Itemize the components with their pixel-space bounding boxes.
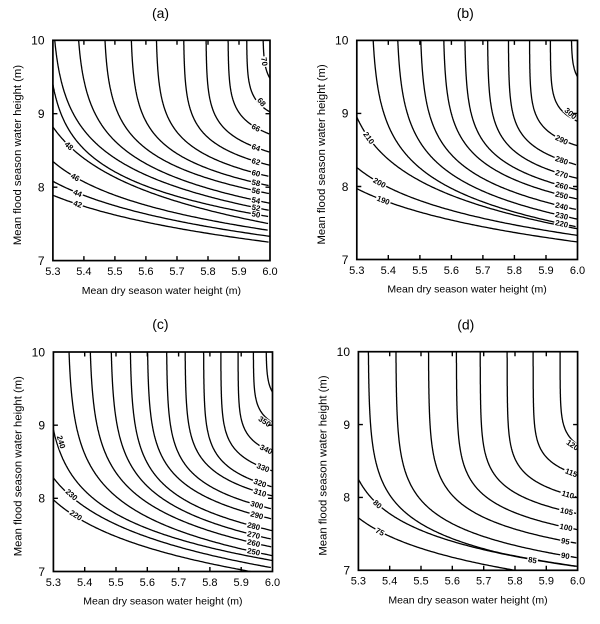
svg-text:(d): (d) xyxy=(457,316,474,332)
svg-text:5.4: 5.4 xyxy=(382,576,397,588)
svg-text:9: 9 xyxy=(38,107,45,121)
svg-text:8: 8 xyxy=(343,491,350,505)
svg-text:Mean dry season water height (: Mean dry season water height (m) xyxy=(83,596,242,608)
svg-text:(a): (a) xyxy=(152,5,169,21)
svg-text:5.3: 5.3 xyxy=(351,576,366,588)
svg-text:95: 95 xyxy=(560,536,571,547)
svg-text:5.5: 5.5 xyxy=(412,265,427,277)
svg-text:42: 42 xyxy=(72,199,84,210)
svg-text:8: 8 xyxy=(38,492,45,506)
svg-text:85: 85 xyxy=(527,555,538,565)
svg-text:10: 10 xyxy=(31,34,45,48)
svg-text:(c): (c) xyxy=(152,316,168,332)
svg-text:290: 290 xyxy=(249,509,265,521)
svg-text:Mean dry season water height (: Mean dry season water height (m) xyxy=(388,595,547,607)
svg-text:Mean flood season water height: Mean flood season water height (m) xyxy=(12,376,24,556)
svg-text:115: 115 xyxy=(564,466,580,479)
svg-text:5.9: 5.9 xyxy=(538,265,553,277)
svg-text:Mean dry season water height (: Mean dry season water height (m) xyxy=(387,284,546,296)
svg-text:270: 270 xyxy=(246,529,261,541)
svg-text:5.7: 5.7 xyxy=(171,577,186,589)
svg-text:9: 9 xyxy=(38,419,45,433)
svg-text:5.9: 5.9 xyxy=(231,266,246,278)
svg-text:250: 250 xyxy=(554,189,569,201)
svg-text:7: 7 xyxy=(38,565,45,579)
svg-text:5.7: 5.7 xyxy=(476,576,491,588)
svg-text:320: 320 xyxy=(252,477,268,490)
svg-text:10: 10 xyxy=(32,345,46,359)
svg-text:5.8: 5.8 xyxy=(202,577,217,589)
svg-text:50: 50 xyxy=(251,209,262,220)
svg-text:5.8: 5.8 xyxy=(200,266,215,278)
svg-text:90: 90 xyxy=(560,551,571,561)
svg-text:8: 8 xyxy=(342,180,349,194)
svg-text:5.3: 5.3 xyxy=(349,265,364,277)
svg-text:260: 260 xyxy=(246,537,261,549)
svg-text:10: 10 xyxy=(335,34,349,48)
svg-text:5.9: 5.9 xyxy=(234,577,249,589)
svg-text:6.0: 6.0 xyxy=(265,577,280,589)
svg-text:(b): (b) xyxy=(457,5,474,21)
svg-text:5.7: 5.7 xyxy=(169,266,184,278)
svg-text:8: 8 xyxy=(38,181,45,195)
svg-text:5.8: 5.8 xyxy=(507,576,522,588)
svg-text:240: 240 xyxy=(554,200,569,212)
svg-text:270: 270 xyxy=(554,168,570,181)
svg-text:70: 70 xyxy=(259,57,269,68)
svg-text:300: 300 xyxy=(249,499,265,511)
svg-text:5.6: 5.6 xyxy=(140,577,155,589)
svg-text:5.6: 5.6 xyxy=(444,265,459,277)
svg-text:Mean dry season water height (: Mean dry season water height (m) xyxy=(82,285,241,297)
svg-text:5.7: 5.7 xyxy=(475,265,490,277)
svg-text:60: 60 xyxy=(251,168,262,179)
svg-text:6.0: 6.0 xyxy=(570,576,585,588)
svg-text:5.8: 5.8 xyxy=(507,265,522,277)
svg-text:5.4: 5.4 xyxy=(77,577,92,589)
svg-text:7: 7 xyxy=(342,253,349,267)
svg-text:7: 7 xyxy=(343,564,350,578)
svg-text:310: 310 xyxy=(252,486,268,499)
svg-text:9: 9 xyxy=(343,418,350,432)
svg-text:5.6: 5.6 xyxy=(138,266,153,278)
svg-text:5.3: 5.3 xyxy=(46,577,61,589)
svg-text:260: 260 xyxy=(554,180,570,192)
svg-text:Mean flood season water height: Mean flood season water height (m) xyxy=(12,65,24,245)
svg-text:220: 220 xyxy=(554,218,569,230)
svg-text:9: 9 xyxy=(342,107,349,121)
svg-text:Mean flood season water height: Mean flood season water height (m) xyxy=(316,64,328,244)
svg-text:54: 54 xyxy=(251,195,262,206)
svg-text:280: 280 xyxy=(246,520,261,532)
svg-text:56: 56 xyxy=(251,186,262,197)
svg-text:5.5: 5.5 xyxy=(413,576,428,588)
svg-text:240: 240 xyxy=(55,435,68,451)
svg-text:110: 110 xyxy=(561,489,576,501)
svg-text:105: 105 xyxy=(559,506,574,518)
svg-text:5.4: 5.4 xyxy=(76,266,91,278)
svg-text:5.3: 5.3 xyxy=(45,266,60,278)
svg-text:58: 58 xyxy=(251,178,262,189)
svg-text:10: 10 xyxy=(337,345,351,359)
svg-text:7: 7 xyxy=(38,254,45,268)
svg-text:44: 44 xyxy=(72,187,84,199)
svg-text:5.5: 5.5 xyxy=(107,266,122,278)
svg-text:5.4: 5.4 xyxy=(381,265,396,277)
svg-text:230: 230 xyxy=(554,210,569,222)
svg-text:64: 64 xyxy=(250,142,262,154)
svg-text:62: 62 xyxy=(250,156,262,167)
svg-text:6.0: 6.0 xyxy=(570,265,585,277)
svg-text:5.6: 5.6 xyxy=(445,576,460,588)
svg-text:Mean flood season water height: Mean flood season water height (m) xyxy=(317,375,329,555)
svg-text:5.9: 5.9 xyxy=(539,576,554,588)
svg-text:250: 250 xyxy=(246,546,261,558)
svg-text:5.5: 5.5 xyxy=(108,577,123,589)
svg-text:280: 280 xyxy=(554,154,570,167)
svg-text:52: 52 xyxy=(251,203,262,214)
svg-text:100: 100 xyxy=(559,522,574,534)
svg-text:6.0: 6.0 xyxy=(262,266,277,278)
